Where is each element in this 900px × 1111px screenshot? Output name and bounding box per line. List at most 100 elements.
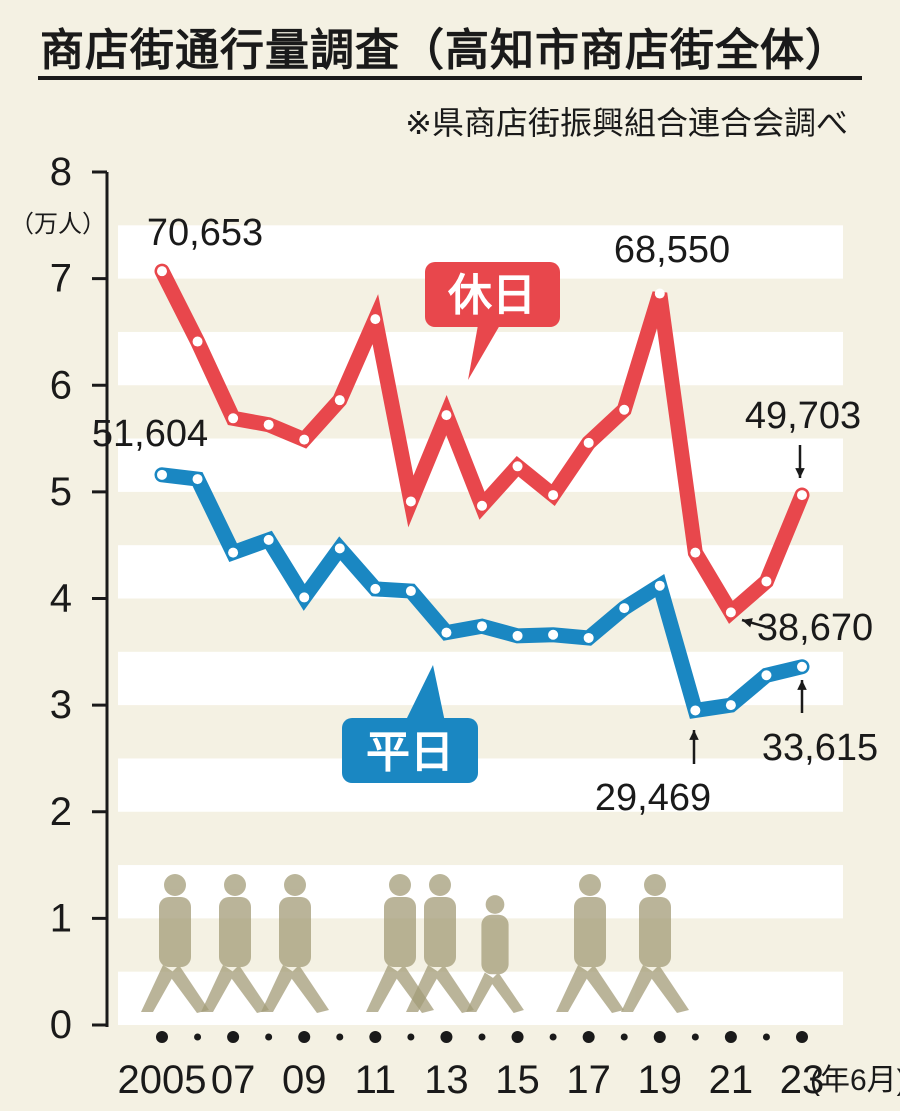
data-point (477, 500, 487, 511)
walker-leg (141, 965, 175, 1012)
x-year-dot (724, 1031, 737, 1043)
data-point (690, 547, 701, 558)
x-year-dot (336, 1033, 344, 1041)
x-year-dot (194, 1033, 202, 1041)
walker-leg (621, 965, 655, 1012)
x-year-dot (369, 1031, 382, 1043)
walker-leg (649, 965, 689, 1013)
walker-body (279, 897, 311, 967)
data-point (441, 410, 452, 421)
walker-head (579, 874, 601, 896)
walker-leg (289, 965, 329, 1013)
data-point (192, 474, 203, 485)
value-annotation: 33,615 (762, 727, 878, 769)
data-point (263, 419, 274, 430)
data-point (512, 630, 523, 641)
walker-body (481, 914, 509, 975)
source-note: ※県商店街振興組合連合会調べ (405, 104, 848, 142)
data-point (512, 461, 523, 472)
data-point (334, 395, 345, 406)
y-tick-label: 4 (50, 577, 72, 621)
walker-leg (489, 972, 524, 1013)
data-point (619, 603, 630, 614)
y-tick-label: 8 (50, 150, 72, 194)
series-lines (154, 263, 810, 719)
value-annotation: 49,703 (745, 395, 861, 437)
walker-leg (201, 965, 235, 1012)
grid-bands (118, 225, 843, 1025)
data-point (405, 586, 416, 597)
x-axis-tick-labels: 2005 07 09 11 13 15 17 19 21 23 (118, 1058, 825, 1102)
data-point (761, 576, 772, 587)
x-tick-label: 09 (282, 1058, 327, 1102)
data-point (157, 266, 167, 277)
walker-leg (556, 965, 590, 1012)
walker-body (219, 897, 251, 967)
grid-band (118, 758, 843, 812)
walker-leg (366, 965, 400, 1012)
x-tick-label: 21 (709, 1058, 754, 1102)
x-year-dot (156, 1031, 168, 1043)
x-year-dot (796, 1031, 808, 1043)
walker-body (424, 897, 456, 967)
data-point (725, 700, 736, 711)
title-rule (38, 76, 862, 80)
x-year-dot (227, 1031, 240, 1043)
walker-silhouettes-decoration (141, 874, 689, 1013)
data-point (654, 288, 665, 299)
data-point (797, 490, 807, 501)
data-point (228, 413, 239, 424)
walker-leg (229, 965, 269, 1013)
x-year-dot (478, 1033, 486, 1041)
weekday-callout-pointer (405, 665, 445, 722)
y-tick-label: 1 (50, 896, 72, 940)
y-tick-label: 6 (50, 363, 72, 407)
value-annotation: 51,604 (92, 413, 208, 455)
value-annotation: 68,550 (614, 229, 730, 271)
data-point (192, 336, 203, 347)
x-tick-label: 19 (638, 1058, 683, 1102)
data-point (157, 469, 167, 480)
x-year-dot (582, 1031, 595, 1043)
data-point (370, 314, 381, 325)
walker-head (485, 895, 505, 914)
walker-head (224, 874, 246, 896)
walker-figure (556, 874, 624, 1013)
grid-band (118, 651, 843, 706)
walker-figure (201, 874, 269, 1013)
walker-head (284, 874, 306, 896)
data-point (654, 580, 665, 591)
x-tick-label: 17 (566, 1058, 611, 1102)
data-point (583, 632, 594, 643)
annotation-arrowhead (742, 618, 753, 628)
data-point (761, 670, 772, 681)
x-tick-label: 11 (355, 1058, 397, 1102)
annotation-arrowhead (795, 468, 805, 478)
data-point (725, 607, 736, 618)
x-year-dot (511, 1031, 524, 1043)
data-point (690, 705, 701, 716)
data-point (405, 496, 416, 507)
value-annotation: 29,469 (595, 777, 711, 819)
x-year-dot (440, 1031, 453, 1043)
value-annotation: 38,670 (757, 607, 873, 649)
x-year-dot (653, 1031, 666, 1043)
data-point (619, 404, 630, 415)
walker-leg (169, 965, 209, 1013)
y-axis-ticks: 0 1 2 3 4 5 6 7 8 (50, 150, 107, 1047)
walker-figure (406, 874, 474, 1013)
data-point (441, 627, 452, 638)
walker-figure (621, 874, 689, 1013)
x-year-dot (691, 1033, 699, 1041)
walker-leg (261, 965, 295, 1012)
x-tick-label: 2005 (118, 1058, 207, 1102)
x-year-dot (620, 1033, 628, 1041)
data-point (334, 543, 345, 554)
walker-head (164, 874, 186, 896)
data-point (370, 583, 381, 594)
y-tick-label: 5 (50, 470, 72, 514)
walker-body (639, 897, 671, 967)
walker-leg (406, 965, 440, 1012)
